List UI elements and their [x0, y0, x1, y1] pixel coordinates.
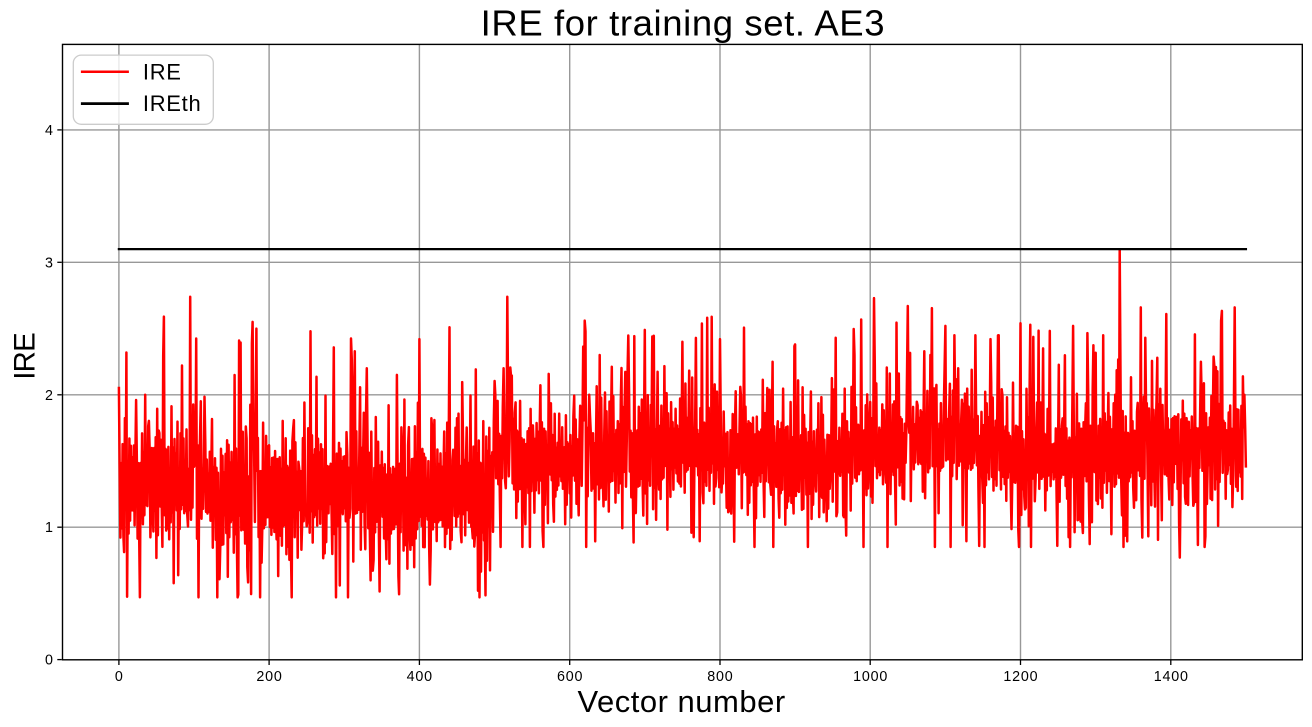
svg-text:IRE: IRE: [143, 59, 182, 84]
svg-text:1200: 1200: [1003, 669, 1038, 685]
svg-text:IRE for training set. AE3: IRE for training set. AE3: [481, 3, 886, 44]
svg-text:Vector number: Vector number: [578, 684, 786, 719]
svg-text:IREth: IREth: [143, 91, 202, 116]
svg-text:400: 400: [407, 669, 433, 685]
svg-text:0: 0: [45, 653, 53, 669]
svg-text:600: 600: [557, 669, 583, 685]
svg-text:2: 2: [45, 388, 53, 404]
svg-text:0: 0: [115, 669, 124, 685]
svg-text:IRE: IRE: [8, 333, 41, 380]
svg-text:200: 200: [256, 669, 282, 685]
svg-text:4: 4: [45, 123, 53, 139]
svg-text:800: 800: [707, 669, 733, 685]
svg-text:3: 3: [45, 255, 53, 271]
svg-text:1: 1: [45, 520, 53, 536]
svg-text:1000: 1000: [853, 669, 888, 685]
svg-text:1400: 1400: [1154, 669, 1189, 685]
